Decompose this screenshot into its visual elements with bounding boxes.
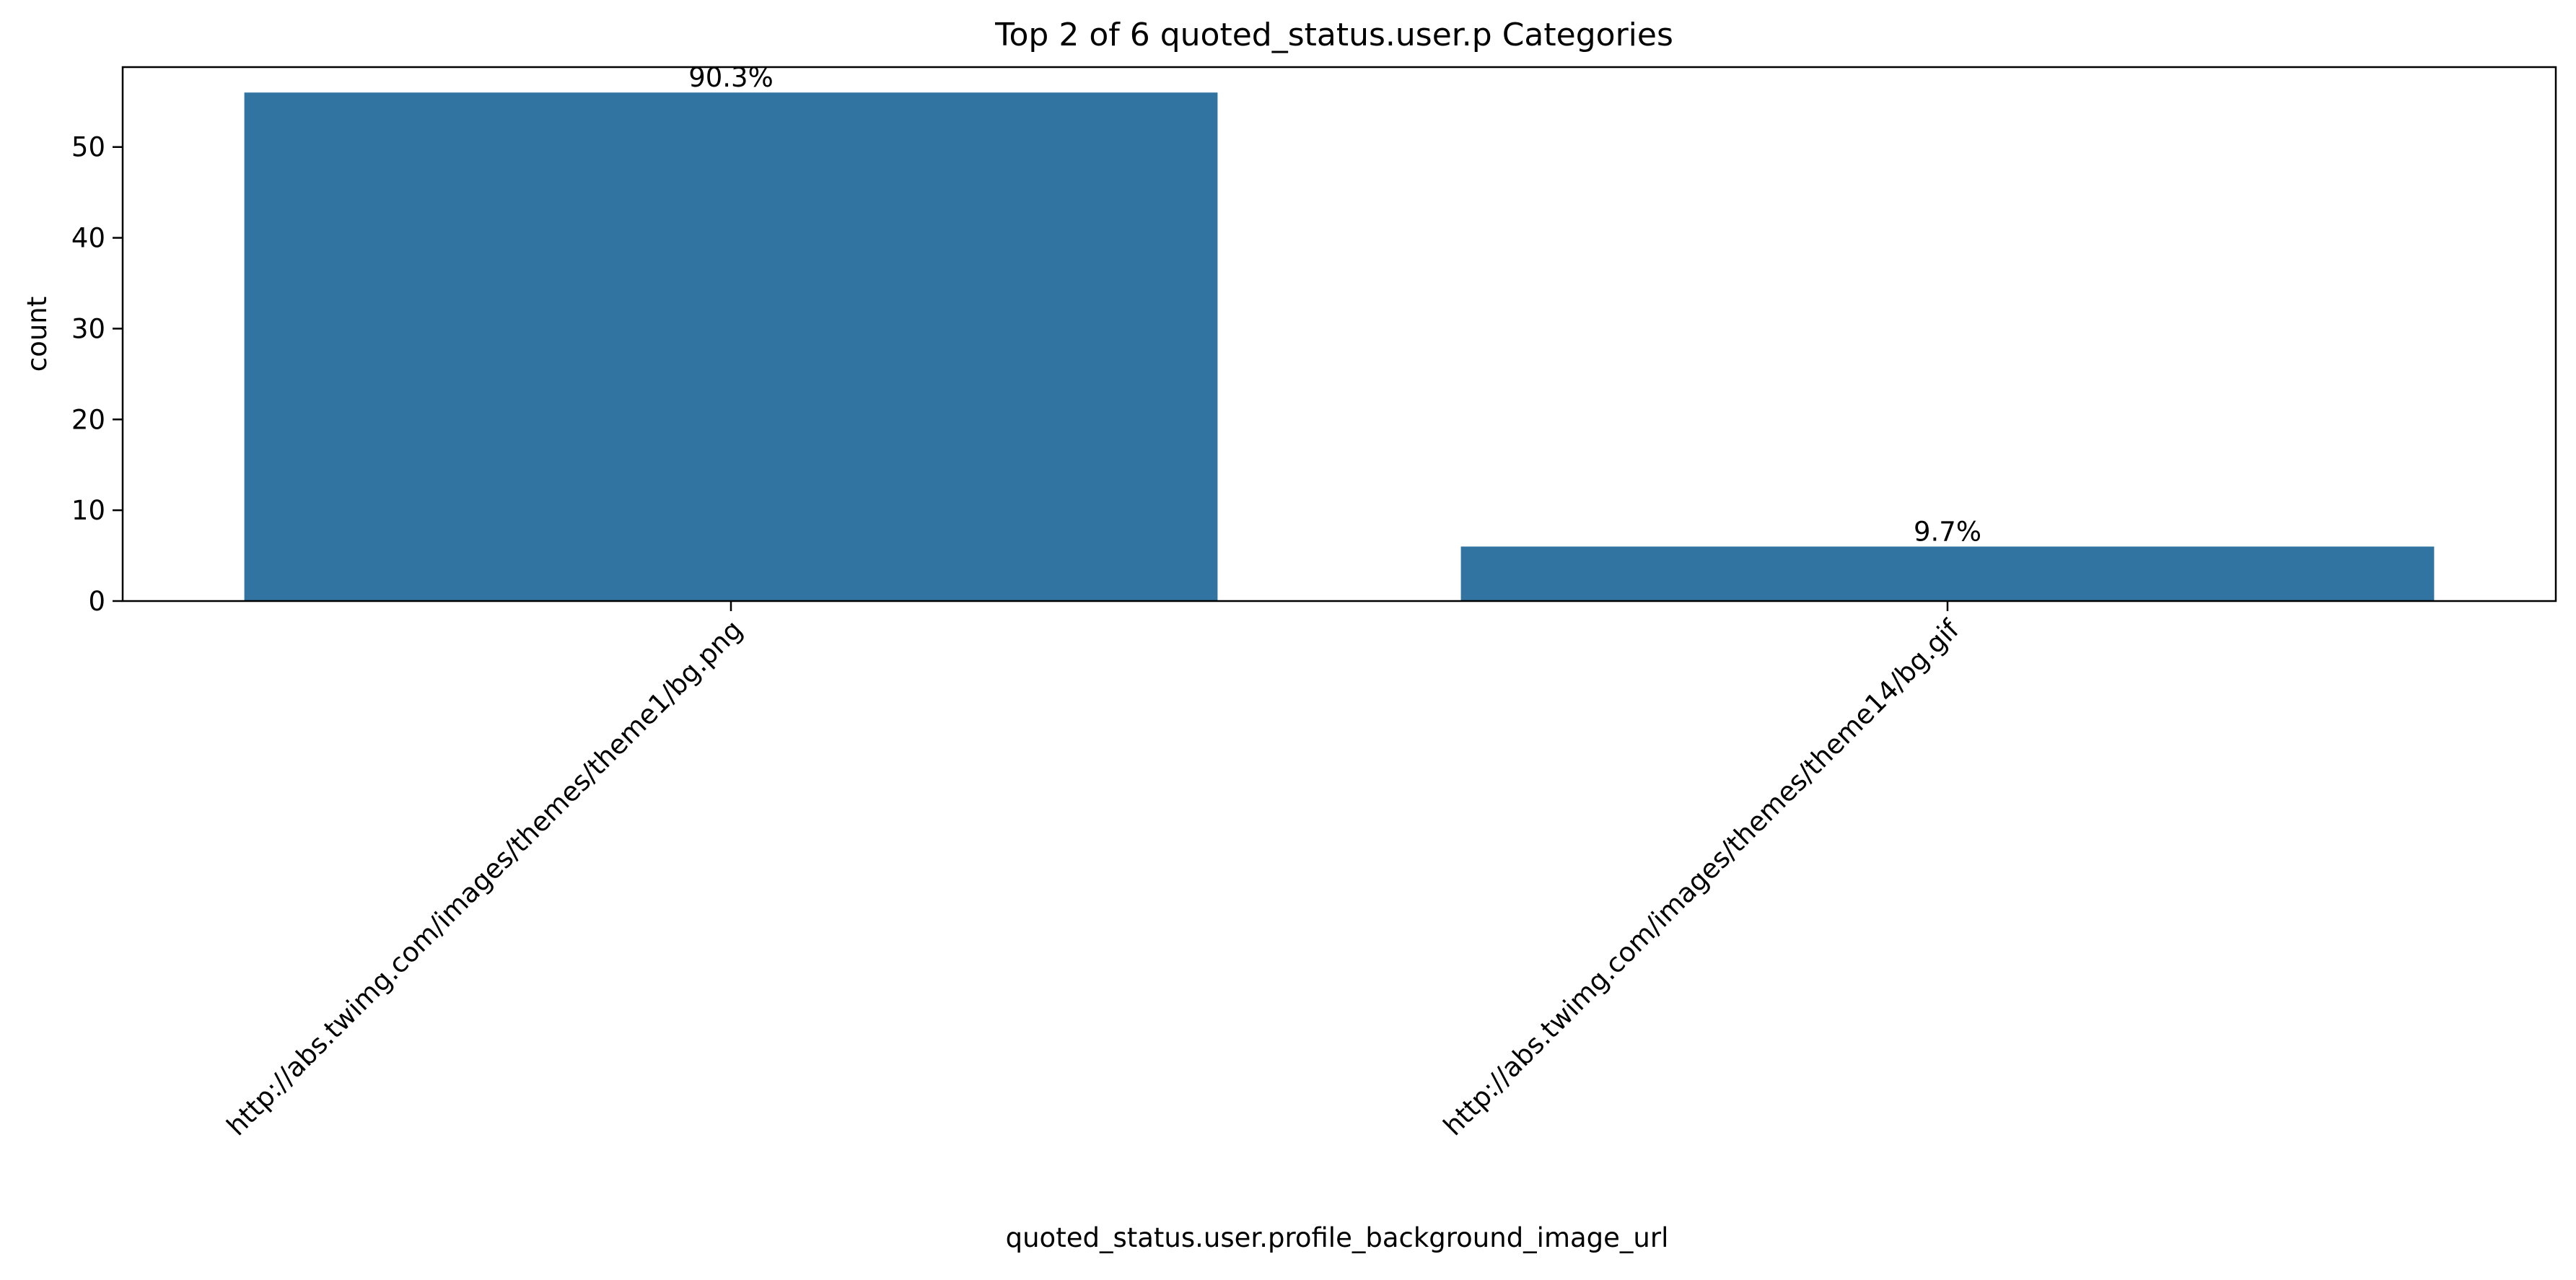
bar-data-label: 9.7%: [1914, 516, 1981, 547]
y-tick-label: 40: [71, 223, 105, 254]
x-tick-label: http://abs.twimg.com/images/themes/theme…: [1437, 613, 1966, 1141]
bar: [1460, 546, 2435, 601]
y-axis: 0 10 20 30 40 50: [71, 132, 123, 617]
x-tick-label: http://abs.twimg.com/images/themes/theme…: [221, 614, 748, 1141]
y-axis-label: count: [22, 297, 53, 372]
y-tick-label: 20: [71, 404, 105, 435]
chart-title: Top 2 of 6 quoted_status.user.p Categori…: [994, 17, 1673, 53]
y-tick-label: 30: [71, 313, 105, 344]
plot-frame: [121, 66, 2557, 602]
bar: [244, 92, 1218, 601]
y-tick-label: 0: [88, 586, 105, 617]
y-tick-label: 50: [71, 132, 105, 163]
y-tick-label: 10: [71, 495, 105, 526]
x-axis: http://abs.twimg.com/images/themes/theme…: [221, 601, 1966, 1141]
bars-layer: [244, 92, 2435, 601]
x-axis-label: quoted_status.user.profile_background_im…: [1006, 1222, 1669, 1253]
